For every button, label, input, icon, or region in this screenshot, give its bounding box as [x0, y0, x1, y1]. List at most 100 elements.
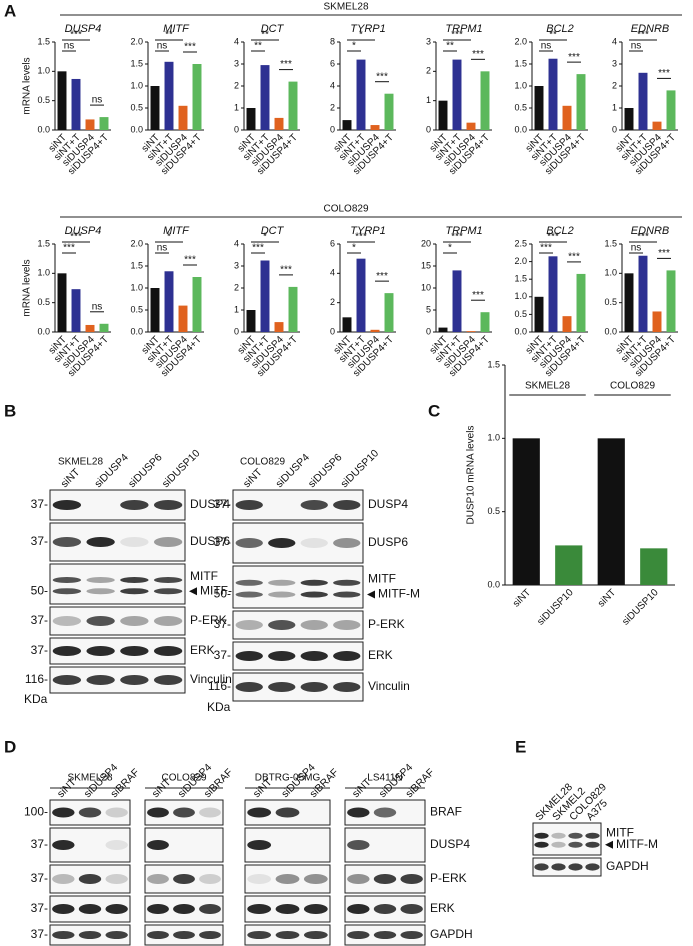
size-marker: 100-: [24, 805, 48, 819]
chart-title: MITF: [163, 23, 190, 35]
y-tick-label: 0.0: [604, 326, 617, 336]
y-axis-label: mRNA levels: [22, 259, 33, 316]
row-label: P-ERK: [430, 871, 467, 885]
row-label: DUSP6: [190, 534, 230, 548]
significance-label: **: [261, 30, 269, 41]
bar: [178, 305, 188, 332]
band: [304, 840, 328, 850]
band: [585, 863, 600, 871]
panel-label: B: [4, 401, 16, 420]
bar: [652, 311, 662, 332]
y-tick-label: 6: [330, 238, 335, 248]
bar: [192, 64, 202, 130]
row-label: ERK: [430, 901, 455, 915]
band: [153, 500, 183, 510]
significance-label: ***: [637, 30, 649, 41]
band: [153, 537, 183, 547]
band: [52, 904, 75, 914]
blot-title: COLO829: [161, 773, 206, 784]
bar: [192, 277, 202, 332]
chart-title: DUSP4: [65, 225, 102, 237]
band: [300, 591, 328, 598]
band: [52, 675, 82, 685]
y-tick-label: 1: [234, 102, 239, 112]
chart-title: DCT: [261, 225, 285, 237]
y-tick-label: 0: [426, 124, 431, 134]
y-tick-label: 1.5: [514, 274, 527, 284]
blot-frame: [49, 606, 186, 636]
bar: [246, 310, 256, 332]
significance-label: ns: [541, 41, 552, 52]
significance-label: ***: [63, 243, 75, 254]
row-label: Vinculin: [368, 679, 410, 693]
band: [52, 931, 75, 939]
bar: [150, 86, 160, 130]
significance-label: ***: [70, 30, 82, 41]
y-tick-label: 1.0: [604, 268, 617, 278]
y-tick-label: 1.5: [130, 58, 143, 68]
bar: [370, 329, 380, 332]
band: [534, 841, 549, 848]
band: [173, 807, 195, 818]
band: [303, 931, 328, 939]
significance-label: ***: [184, 42, 196, 53]
group-label: COLO829: [610, 381, 655, 392]
bar: [85, 119, 95, 130]
bar: [384, 293, 394, 332]
significance-label: *: [359, 30, 363, 41]
lane-label: siDUSP10: [160, 447, 203, 490]
significance-label: ***: [472, 290, 484, 301]
row-label: MITF: [368, 572, 396, 586]
significance-label: ***: [451, 30, 463, 41]
bar: [99, 117, 109, 130]
band: [78, 904, 102, 914]
bar: [638, 255, 648, 332]
bar: [576, 273, 586, 332]
y-tick-label: 2.0: [130, 238, 143, 248]
bar: [562, 316, 572, 332]
band: [153, 588, 183, 595]
significance-label: ***: [451, 232, 463, 243]
significance-label: ***: [568, 252, 580, 263]
band: [79, 840, 101, 850]
y-tick-label: 0.5: [604, 297, 617, 307]
y-tick-label: 2: [426, 66, 431, 76]
y-tick-label: 0.0: [514, 326, 527, 336]
chart-title: TRPM1: [445, 225, 482, 237]
blot-title: COLO829: [240, 457, 285, 468]
band: [173, 874, 195, 884]
bar: [624, 108, 634, 130]
y-tick-label: 1.5: [37, 36, 50, 46]
chart-title: TYRP1: [350, 225, 385, 237]
significance-label: ***: [376, 271, 388, 282]
y-tick-label: 0.5: [130, 102, 143, 112]
band: [153, 646, 183, 656]
bar: [71, 78, 81, 130]
size-marker: 116-: [208, 679, 231, 693]
y-tick-label: 0.0: [130, 326, 143, 336]
band: [333, 538, 361, 548]
bar: [555, 545, 583, 585]
significance-label: *: [448, 243, 452, 254]
band: [147, 874, 169, 884]
significance-label: **: [549, 30, 557, 41]
bar: [342, 317, 352, 332]
arrowhead: [367, 590, 375, 599]
bar: [666, 90, 676, 130]
band: [333, 682, 361, 692]
significance-label: ns: [157, 243, 168, 254]
band: [52, 807, 75, 818]
bar: [562, 105, 572, 130]
row-label: DUSP6: [368, 535, 408, 549]
y-tick-label: 4: [330, 268, 335, 278]
row-label: DUSP4: [190, 497, 230, 511]
bar: [164, 271, 174, 332]
band: [333, 500, 361, 510]
group-label: SKMEL28: [525, 381, 570, 392]
bar: [640, 548, 668, 585]
y-tick-label: 1: [234, 304, 239, 314]
significance-label: ***: [355, 232, 367, 243]
significance-label: ns: [92, 95, 103, 106]
bar: [246, 108, 256, 130]
y-tick-label: 3: [426, 36, 431, 46]
